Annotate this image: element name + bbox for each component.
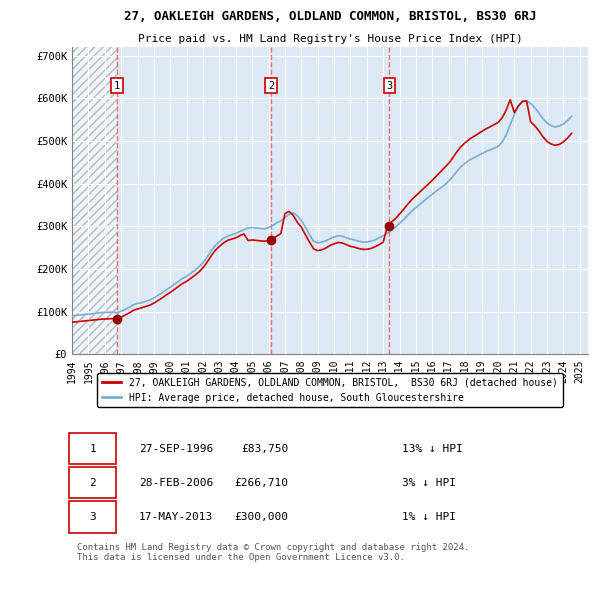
FancyBboxPatch shape: [70, 433, 116, 464]
Text: 27-SEP-1996: 27-SEP-1996: [139, 444, 214, 454]
Text: 2: 2: [268, 81, 274, 91]
FancyBboxPatch shape: [70, 467, 116, 499]
Text: 13% ↓ HPI: 13% ↓ HPI: [402, 444, 463, 454]
Bar: [72, 47, 117, 354]
Text: Price paid vs. HM Land Registry's House Price Index (HPI): Price paid vs. HM Land Registry's House …: [137, 34, 523, 44]
Text: 1% ↓ HPI: 1% ↓ HPI: [402, 512, 456, 522]
Text: 1: 1: [89, 444, 96, 454]
Text: 27, OAKLEIGH GARDENS, OLDLAND COMMON, BRISTOL, BS30 6RJ: 27, OAKLEIGH GARDENS, OLDLAND COMMON, BR…: [124, 9, 536, 22]
Text: 28-FEB-2006: 28-FEB-2006: [139, 478, 214, 488]
Text: 3: 3: [386, 81, 392, 91]
Text: 17-MAY-2013: 17-MAY-2013: [139, 512, 214, 522]
Text: 1: 1: [114, 81, 120, 91]
Legend: 27, OAKLEIGH GARDENS, OLDLAND COMMON, BRISTOL,  BS30 6RJ (detached house), HPI: : 27, OAKLEIGH GARDENS, OLDLAND COMMON, BR…: [97, 373, 563, 408]
Text: £266,710: £266,710: [235, 478, 289, 488]
Text: 3: 3: [89, 512, 96, 522]
Text: 2: 2: [89, 478, 96, 488]
Text: £83,750: £83,750: [241, 444, 289, 454]
Text: Contains HM Land Registry data © Crown copyright and database right 2024.
This d: Contains HM Land Registry data © Crown c…: [77, 543, 470, 562]
FancyBboxPatch shape: [70, 502, 116, 533]
Text: 3% ↓ HPI: 3% ↓ HPI: [402, 478, 456, 488]
Text: £300,000: £300,000: [235, 512, 289, 522]
